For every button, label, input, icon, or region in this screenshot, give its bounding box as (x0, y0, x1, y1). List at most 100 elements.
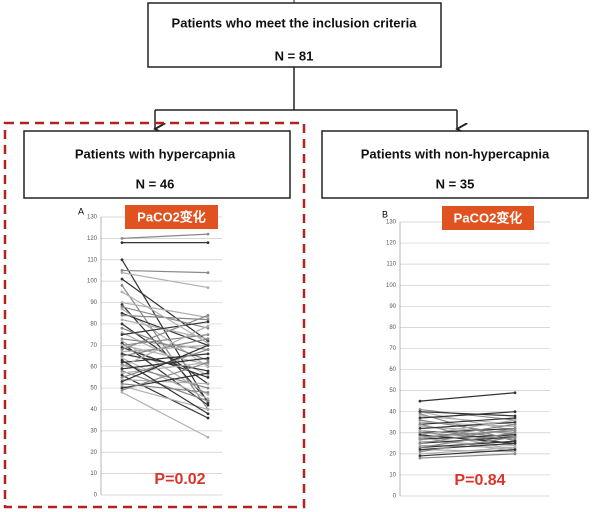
data-point (120, 367, 124, 371)
y-tick-label: 80 (389, 325, 396, 331)
data-point (513, 452, 517, 456)
data-line (121, 357, 209, 400)
data-point (418, 437, 422, 441)
data-point (513, 446, 517, 449)
data-point (206, 361, 210, 364)
data-point (206, 397, 210, 401)
data-point (206, 339, 210, 343)
data-point (206, 348, 210, 351)
data-point (120, 337, 124, 341)
y-tick-label: 50 (90, 386, 97, 392)
data-point (206, 408, 210, 411)
data-point (513, 437, 517, 441)
data-point (206, 363, 210, 366)
data-point (206, 401, 210, 405)
data-line (121, 378, 209, 385)
data-point (418, 420, 422, 424)
data-point (206, 369, 210, 373)
data-point (418, 422, 422, 426)
data-point (120, 271, 124, 274)
data-point (206, 382, 210, 386)
y-tick-label: 30 (90, 428, 97, 434)
data-point (513, 435, 517, 439)
data-point (120, 277, 124, 281)
data-point (120, 241, 124, 245)
node-label: Patients with hypercapnia (75, 146, 236, 161)
title-badge (125, 205, 218, 229)
data-point (120, 382, 124, 386)
data-point (120, 380, 124, 384)
data-point (513, 422, 517, 426)
data-point (120, 301, 124, 304)
data-point (418, 425, 422, 428)
data-point (206, 435, 210, 439)
data-point (418, 408, 422, 411)
data-point (513, 391, 517, 395)
data-point (418, 444, 422, 447)
data-line (419, 392, 516, 402)
data-point (206, 271, 210, 274)
data-point (513, 410, 517, 414)
y-tick-label: 70 (90, 343, 97, 349)
data-line (419, 427, 516, 444)
data-point (120, 384, 124, 388)
data-point (120, 354, 124, 358)
y-tick-label: 110 (87, 257, 97, 263)
data-point (120, 236, 124, 240)
data-point (206, 412, 210, 416)
y-tick-label: 60 (389, 367, 396, 373)
y-tick-label: 90 (90, 300, 97, 306)
data-point (418, 427, 422, 430)
y-tick-label: 40 (389, 409, 396, 415)
data-line (419, 436, 516, 453)
data-point (206, 324, 210, 328)
y-tick-label: 0 (393, 494, 397, 500)
data-point (513, 414, 517, 418)
data-line (121, 353, 209, 364)
y-tick-label: 50 (389, 388, 396, 394)
data-point (206, 416, 210, 420)
y-tick-label: 10 (90, 471, 97, 477)
data-point (120, 269, 124, 272)
data-point (206, 286, 210, 289)
data-point (418, 418, 422, 422)
data-point (206, 318, 210, 322)
data-point (120, 303, 124, 307)
data-point (206, 390, 210, 394)
data-line (121, 359, 209, 415)
data-point (120, 361, 124, 364)
data-line (121, 344, 209, 353)
data-point (206, 393, 210, 396)
data-point (120, 352, 124, 356)
data-point (206, 337, 210, 341)
data-point (418, 416, 422, 420)
data-point (206, 356, 210, 360)
node-count: N = 81 (275, 48, 314, 63)
data-point (120, 307, 124, 311)
data-point (418, 450, 422, 454)
data-point (418, 435, 422, 439)
y-tick-label: 40 (90, 407, 97, 413)
data-point (120, 388, 124, 392)
data-point (418, 412, 422, 416)
data-point (120, 390, 124, 394)
data-point (120, 341, 124, 345)
data-point (120, 343, 124, 347)
data-line (419, 432, 516, 449)
data-point (418, 399, 422, 403)
data-point (120, 350, 124, 354)
data-line (121, 272, 209, 289)
data-point (513, 427, 517, 430)
data-point (418, 431, 422, 435)
data-line (419, 423, 516, 440)
data-line (121, 391, 209, 438)
y-tick-label: 80 (90, 322, 97, 328)
data-point (513, 416, 517, 420)
data-point (513, 450, 517, 454)
data-point (206, 386, 210, 390)
data-point (120, 346, 124, 349)
data-point (513, 420, 517, 424)
y-tick-label: 120 (87, 236, 98, 242)
